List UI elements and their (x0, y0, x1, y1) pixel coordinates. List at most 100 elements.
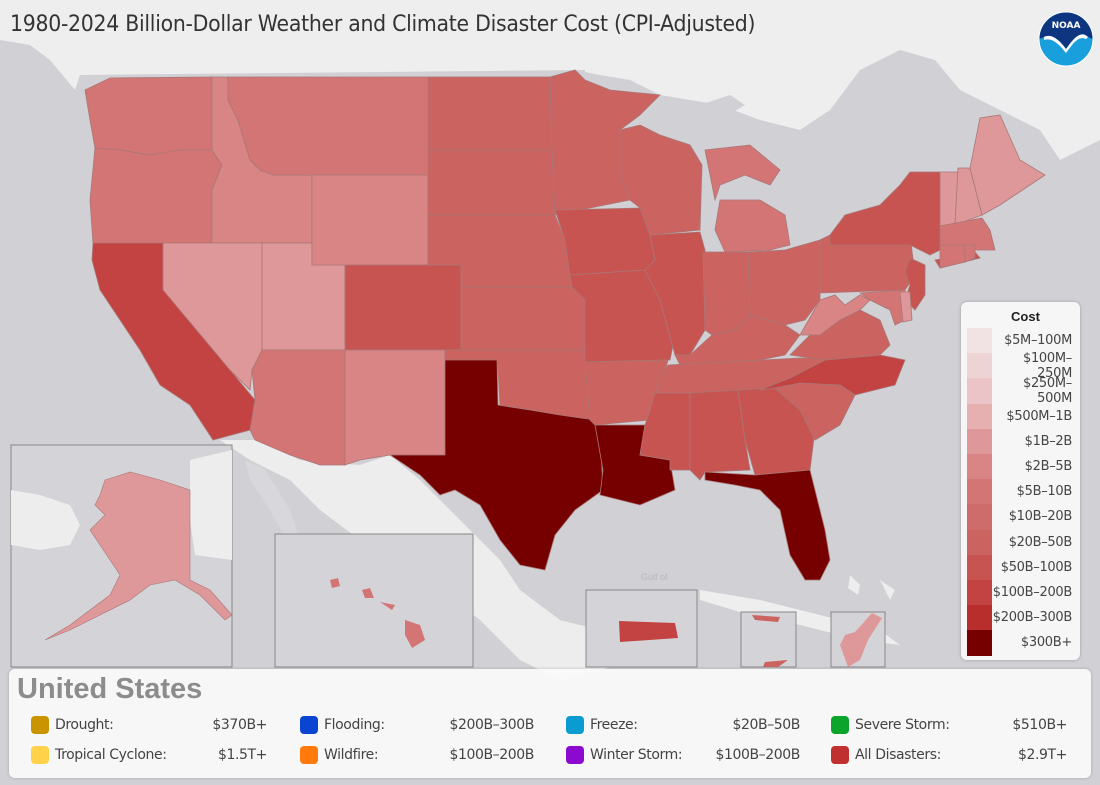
legend-swatch (967, 504, 992, 530)
state-AK[interactable] (44, 471, 233, 641)
state-MI[interactable] (704, 144, 791, 253)
hazard-label: Drought: (55, 717, 114, 733)
region-title: United States (17, 673, 203, 705)
contiguous-states (84, 69, 1046, 581)
legend-swatch (967, 529, 992, 555)
virgin-islands-inset (740, 611, 797, 668)
state-OH[interactable] (747, 239, 821, 326)
hazard-label: All Disasters: (855, 747, 941, 763)
winter-storm-swatch (566, 746, 584, 764)
hazard-all-disasters[interactable]: All Disasters: $2.9T+ (831, 744, 1067, 766)
hazard-drought[interactable]: Drought: $370B+ (31, 714, 267, 736)
hazard-value: $2.9T+ (1017, 747, 1067, 763)
legend-bin: $10B–20B (967, 504, 1073, 530)
hazard-tropical-cyclone[interactable]: Tropical Cyclone: $1.5T+ (31, 744, 267, 766)
legend-title: Cost (1011, 309, 1040, 324)
hazard-value: $370B+ (212, 717, 267, 733)
legend-bin-label: $50B–100B (1000, 559, 1073, 575)
freeze-swatch (566, 716, 584, 734)
hazard-label: Flooding: (324, 717, 385, 733)
legend-swatch (967, 605, 992, 631)
state-WI[interactable] (619, 124, 703, 236)
legend-swatch (967, 378, 992, 404)
state-ND[interactable] (427, 76, 553, 151)
legend-bin-label: $10B–20B (1008, 509, 1073, 525)
territory-GU[interactable] (840, 613, 882, 667)
state-MT[interactable] (227, 76, 429, 176)
state-MD[interactable] (858, 289, 906, 326)
legend-bin: $50B–100B (967, 554, 1073, 580)
state-WA[interactable] (84, 76, 213, 156)
legend-bin-label: $100M–250M (1022, 350, 1072, 381)
hazard-summary-panel: United States Drought: $370B+ Flooding: … (9, 669, 1091, 778)
hazard-winter-storm[interactable]: Winter Storm: $100B–200B (566, 744, 800, 766)
tropical-cyclone-swatch (31, 746, 49, 764)
state-DE[interactable] (899, 291, 913, 323)
state-MN[interactable] (549, 69, 661, 216)
legend-bin-label: $100B–200B (992, 585, 1073, 601)
hazard-value: $100B–200B (715, 747, 800, 763)
legend-swatch (967, 428, 992, 454)
all-disasters-swatch (831, 746, 849, 764)
drought-swatch (31, 716, 49, 734)
legend-bin-label: $1B–2B (1024, 433, 1073, 449)
hazard-wildfire[interactable]: Wildfire: $100B–200B (300, 744, 534, 766)
guam-inset (830, 611, 886, 668)
legend-swatch (967, 454, 992, 480)
state-OR[interactable] (89, 147, 223, 244)
state-CO[interactable] (344, 264, 462, 351)
cost-legend: Cost $5M–100M $100M–250M $250M–500M $500… (961, 302, 1080, 660)
legend-bin: $300B+ (967, 630, 1072, 656)
noaa-logo[interactable]: NOAA (1038, 11, 1094, 67)
legend-bin-label: $5B–10B (1016, 484, 1073, 500)
gulf-label: Gulf of (641, 572, 668, 582)
hazard-value: $100B–200B (449, 747, 534, 763)
legend-bin-label: $20B–50B (1008, 534, 1073, 550)
state-WY[interactable] (311, 174, 429, 266)
state-WV[interactable] (799, 294, 871, 336)
hazard-freeze[interactable]: Freeze: $20B–50B (566, 714, 800, 736)
state-ME[interactable] (969, 114, 1046, 216)
canada-landmass (0, 0, 1100, 160)
legend-swatch (967, 554, 992, 580)
page-title: 1980-2024 Billion-Dollar Weather and Cli… (10, 12, 756, 37)
legend-bin-label: $2B–5B (1024, 459, 1073, 475)
legend-bin: $20B–50B (967, 529, 1073, 555)
state-RI[interactable] (964, 244, 976, 263)
severe-storm-swatch (831, 716, 849, 734)
legend-bin: $2B–5B (967, 454, 1073, 480)
legend-swatch (967, 353, 992, 379)
hazard-label: Winter Storm: (590, 747, 683, 763)
noaa-logo-text: NOAA (1052, 21, 1081, 31)
legend-bin: $100M–250M (967, 350, 1072, 381)
legend-bin-label: $5M–100M (1004, 333, 1072, 349)
state-IA[interactable] (554, 207, 656, 276)
state-SD[interactable] (427, 149, 556, 216)
alaska-inset (10, 444, 233, 668)
hazard-severe-storm[interactable]: Severe Storm: $510B+ (831, 714, 1067, 736)
hazard-label: Wildfire: (324, 747, 379, 763)
hazard-flooding[interactable]: Flooding: $200B–300B (300, 714, 534, 736)
flooding-swatch (300, 716, 318, 734)
state-HI[interactable] (330, 578, 425, 648)
state-KS[interactable] (460, 286, 586, 351)
legend-swatch (967, 328, 992, 354)
wildfire-swatch (300, 746, 318, 764)
state-TX[interactable] (388, 359, 604, 571)
legend-bin-label: $200B–300B (992, 610, 1073, 626)
state-NM[interactable] (344, 349, 446, 466)
territory-PR[interactable] (619, 621, 678, 642)
state-FL[interactable] (704, 469, 831, 581)
legend-bin: $5B–10B (967, 479, 1073, 505)
hazard-label: Freeze: (590, 717, 638, 733)
hazard-label: Tropical Cyclone: (55, 747, 167, 763)
territory-VI[interactable] (752, 615, 788, 667)
puerto-rico-inset (585, 589, 698, 668)
state-NC[interactable] (759, 354, 906, 396)
hazard-value: $20B–50B (732, 717, 800, 733)
hazard-label: Severe Storm: (855, 717, 950, 733)
baja-peninsula (245, 460, 300, 545)
hazard-value: $510B+ (1012, 717, 1067, 733)
bahamas-landmass (848, 575, 895, 600)
